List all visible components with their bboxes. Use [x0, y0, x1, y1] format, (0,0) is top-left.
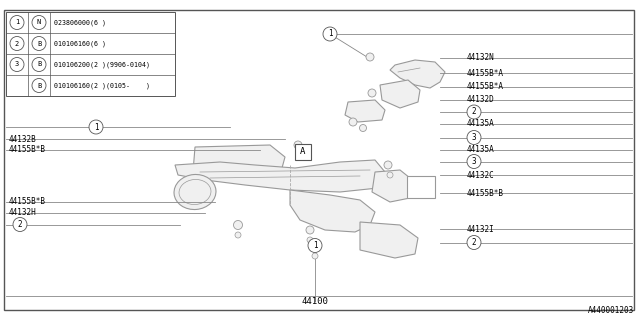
- Bar: [295, 144, 311, 160]
- Circle shape: [308, 238, 322, 252]
- Circle shape: [89, 120, 103, 134]
- Text: N: N: [37, 20, 41, 26]
- Text: 010106160(2 )(0105-    ): 010106160(2 )(0105- ): [54, 82, 150, 89]
- Text: 2: 2: [15, 41, 19, 46]
- Text: 1: 1: [93, 123, 99, 132]
- Circle shape: [467, 236, 481, 250]
- Polygon shape: [390, 60, 445, 88]
- Text: 44132N: 44132N: [467, 53, 495, 62]
- Text: B: B: [37, 83, 41, 89]
- Circle shape: [366, 53, 374, 61]
- Ellipse shape: [179, 180, 211, 204]
- Text: 44155B*B: 44155B*B: [9, 145, 46, 154]
- Text: 44132D: 44132D: [467, 95, 495, 105]
- Circle shape: [32, 58, 46, 71]
- Text: B: B: [37, 41, 41, 46]
- Text: 44132C: 44132C: [467, 171, 495, 180]
- Circle shape: [368, 89, 376, 97]
- Circle shape: [234, 220, 243, 229]
- Circle shape: [323, 27, 337, 41]
- Circle shape: [306, 226, 314, 234]
- Text: 44132B: 44132B: [9, 134, 36, 143]
- Polygon shape: [193, 145, 285, 172]
- Polygon shape: [345, 100, 385, 122]
- Circle shape: [360, 124, 367, 132]
- Text: 44135A: 44135A: [467, 145, 495, 154]
- Bar: [407, 176, 435, 198]
- Text: 2: 2: [18, 220, 22, 229]
- Polygon shape: [175, 160, 385, 192]
- Text: 010106200(2 )(9906-0104): 010106200(2 )(9906-0104): [54, 61, 150, 68]
- Circle shape: [32, 78, 46, 92]
- Text: A440001203: A440001203: [588, 306, 634, 315]
- Circle shape: [32, 36, 46, 51]
- Text: 1: 1: [15, 20, 19, 26]
- Text: 44155B*A: 44155B*A: [467, 82, 504, 91]
- Circle shape: [13, 218, 27, 231]
- Polygon shape: [290, 190, 375, 232]
- Text: 1: 1: [313, 241, 317, 250]
- Circle shape: [10, 58, 24, 71]
- Circle shape: [312, 253, 318, 259]
- Text: 3: 3: [472, 133, 476, 142]
- Polygon shape: [372, 170, 415, 202]
- Text: 44155B*B: 44155B*B: [9, 197, 46, 206]
- Circle shape: [294, 141, 302, 149]
- Circle shape: [311, 242, 319, 250]
- Circle shape: [10, 36, 24, 51]
- Text: 023806000(6 ): 023806000(6 ): [54, 19, 106, 26]
- Text: 44155B*A: 44155B*A: [467, 68, 504, 77]
- Text: A: A: [300, 148, 306, 156]
- Polygon shape: [360, 222, 418, 258]
- Circle shape: [384, 161, 392, 169]
- Text: 1: 1: [328, 29, 332, 38]
- Circle shape: [467, 131, 481, 145]
- Circle shape: [467, 105, 481, 119]
- Text: 2: 2: [472, 108, 476, 116]
- Text: B: B: [37, 61, 41, 68]
- Text: 44135A: 44135A: [467, 119, 495, 129]
- Text: 010106160(6 ): 010106160(6 ): [54, 40, 106, 47]
- Circle shape: [349, 118, 357, 126]
- Circle shape: [10, 15, 24, 29]
- Text: 44155B*B: 44155B*B: [467, 188, 504, 197]
- Text: 44100: 44100: [301, 298, 328, 307]
- Circle shape: [307, 237, 313, 243]
- Circle shape: [235, 232, 241, 238]
- Text: 2: 2: [472, 238, 476, 247]
- Circle shape: [387, 172, 393, 178]
- Text: 44132I: 44132I: [467, 225, 495, 234]
- Text: 3: 3: [15, 61, 19, 68]
- Text: 44132H: 44132H: [9, 208, 36, 217]
- Ellipse shape: [174, 174, 216, 210]
- Circle shape: [32, 15, 46, 29]
- Polygon shape: [380, 80, 420, 108]
- Circle shape: [467, 155, 481, 169]
- Bar: [6, 12, 175, 96]
- Text: 3: 3: [472, 157, 476, 166]
